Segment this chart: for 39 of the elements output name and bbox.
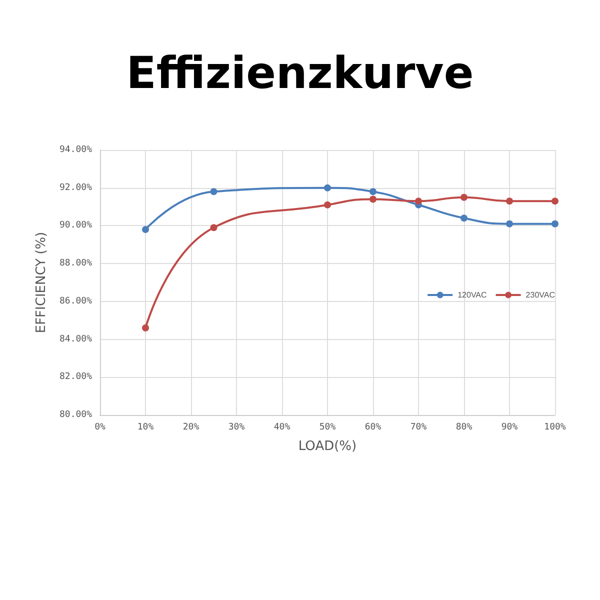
legend-label: 120VAC — [458, 290, 488, 300]
x-axis-title: LOAD(%) — [298, 439, 357, 454]
legend-label: 230VAC — [526, 290, 556, 300]
point — [370, 196, 376, 203]
x-tick-label: 60% — [364, 422, 382, 432]
y-tick-label: 84.00% — [59, 334, 93, 344]
y-tick-label: 88.00% — [59, 258, 93, 269]
y-tick-label: 90.00% — [59, 220, 93, 231]
y-tick-label: 82.00% — [59, 372, 93, 382]
y-tick-label: 86.00% — [59, 296, 93, 306]
x-tick-label: 100% — [544, 422, 566, 432]
point — [210, 188, 218, 196]
y-tick-label: 92.00% — [59, 182, 93, 193]
point — [460, 214, 468, 222]
point — [552, 198, 558, 205]
point — [142, 226, 149, 233]
y-axis-title: EFFICIENCY (%) — [34, 232, 49, 334]
point — [552, 220, 558, 228]
x-tick-label: 90% — [501, 422, 518, 432]
chart-title: Effizienzkurve — [125, 48, 475, 99]
point — [415, 198, 422, 205]
x-tick-label: 40% — [274, 422, 291, 432]
x-tick-label: 70% — [410, 422, 428, 432]
point — [506, 198, 513, 205]
point — [324, 201, 331, 208]
point — [324, 184, 331, 192]
point — [210, 224, 218, 232]
x-tick-label: 80% — [456, 422, 473, 432]
point — [142, 324, 149, 332]
x-tick-label: 50% — [319, 422, 336, 432]
x-tick-label: 0% — [94, 422, 106, 432]
point — [460, 194, 468, 201]
x-tick-label: 30% — [228, 422, 246, 432]
y-tick-label: 80.00% — [59, 410, 93, 420]
x-tick-label: 20% — [182, 422, 200, 432]
point — [370, 188, 376, 196]
point — [506, 220, 513, 228]
x-tick-label: 10% — [137, 422, 154, 432]
y-tick-label: 94.00% — [59, 145, 93, 155]
